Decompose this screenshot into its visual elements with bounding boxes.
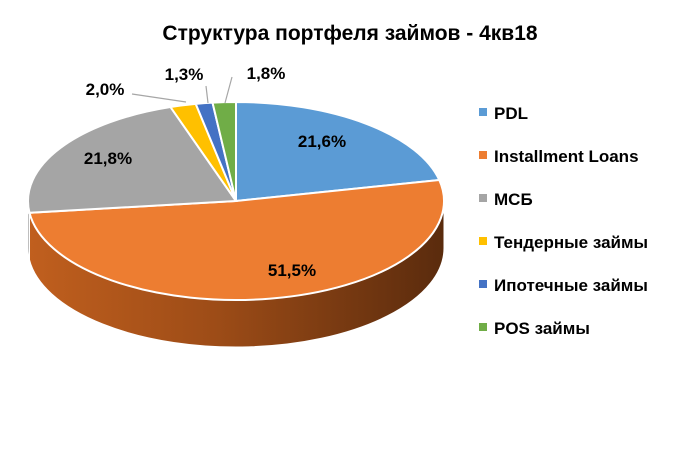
legend-label-6: POS займы	[494, 319, 590, 338]
chart-title: Структура портфеля займов - 4кв18	[162, 22, 537, 45]
slice-2	[28, 178, 445, 301]
data-label-6: 1,8%	[247, 64, 286, 83]
leader-line-5	[205, 85, 209, 104]
data-label-3: 21,8%	[84, 149, 132, 168]
slice-1	[235, 100, 441, 203]
legend: PDL Installment Loans МСБ Тендерные займы Ип…	[479, 104, 648, 338]
data-label-1: 21,6%	[298, 132, 346, 151]
slice-3	[27, 105, 238, 214]
leader-line-6	[224, 76, 233, 104]
legend-swatch-3	[479, 194, 487, 202]
leader-line-4	[131, 93, 187, 103]
legend-swatch-1	[479, 108, 487, 116]
data-label-4: 2,0%	[86, 80, 125, 99]
pie-leaders	[131, 76, 233, 104]
legend-label-2: Installment Loans	[494, 147, 639, 166]
legend-label-1: PDL	[494, 104, 528, 123]
legend-swatch-2	[479, 151, 487, 159]
pie-labels: 21,6% 51,5% 21,8% 2,0% 1,3% 1,8%	[84, 64, 346, 280]
slice-6	[211, 100, 237, 202]
legend-swatch-4	[479, 237, 487, 245]
legend-label-4: Тендерные займы	[494, 233, 648, 252]
legend-label-5: Ипотечные займы	[494, 276, 648, 295]
legend-label-3: МСБ	[494, 190, 533, 209]
pie-tops	[27, 100, 445, 301]
data-label-2: 51,5%	[268, 261, 316, 280]
legend-swatch-5	[479, 280, 487, 288]
legend-swatch-6	[479, 323, 487, 331]
data-label-5: 1,3%	[165, 65, 204, 84]
